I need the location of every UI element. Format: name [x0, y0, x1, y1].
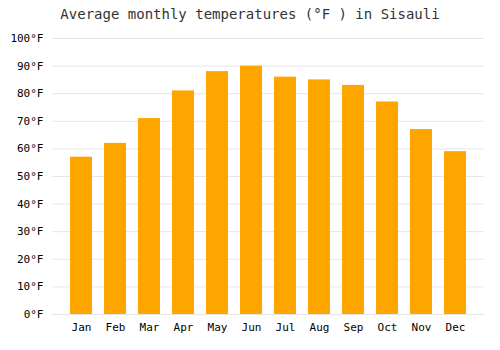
svg-text:40°F: 40°F: [17, 198, 44, 211]
svg-text:Sep: Sep: [344, 321, 364, 334]
svg-text:80°F: 80°F: [17, 87, 44, 100]
svg-text:30°F: 30°F: [17, 225, 44, 238]
svg-text:20°F: 20°F: [17, 253, 44, 266]
svg-text:Dec: Dec: [446, 321, 466, 334]
svg-text:100°F: 100°F: [10, 32, 43, 45]
svg-text:May: May: [208, 321, 228, 334]
svg-text:50°F: 50°F: [17, 170, 44, 183]
svg-text:10°F: 10°F: [17, 280, 44, 293]
svg-text:0°F: 0°F: [24, 308, 44, 321]
svg-text:90°F: 90°F: [17, 60, 44, 73]
svg-text:60°F: 60°F: [17, 142, 44, 155]
svg-text:Oct: Oct: [378, 321, 398, 334]
svg-text:Jul: Jul: [276, 321, 296, 334]
svg-text:Jan: Jan: [72, 321, 92, 334]
svg-text:Feb: Feb: [106, 321, 126, 334]
svg-text:Mar: Mar: [140, 321, 160, 334]
svg-text:Jun: Jun: [242, 321, 262, 334]
svg-text:Nov: Nov: [412, 321, 432, 334]
svg-text:Aug: Aug: [310, 321, 330, 334]
svg-text:70°F: 70°F: [17, 115, 44, 128]
html-text:Average monthly temperatures (: Average monthly temperatures (°F ) in Si…: [60, 6, 440, 22]
svg-text:Apr: Apr: [174, 321, 194, 334]
